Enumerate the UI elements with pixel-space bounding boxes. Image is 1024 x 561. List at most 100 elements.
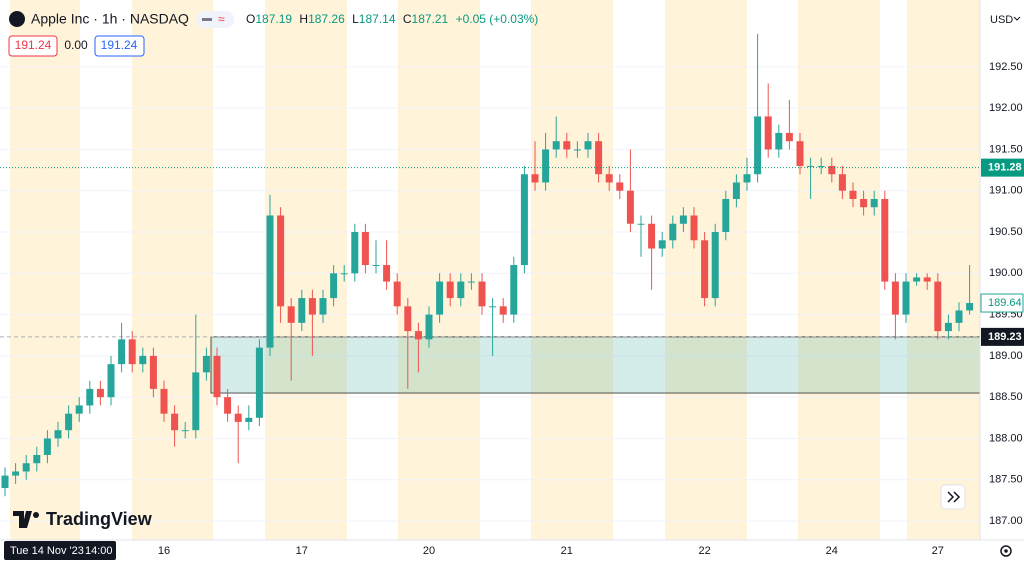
x-tick-label: 17 bbox=[296, 545, 308, 557]
indicator-value: 0.00 bbox=[64, 38, 88, 52]
candle-body bbox=[563, 141, 571, 150]
candle-body bbox=[436, 281, 444, 315]
brand-logo bbox=[13, 511, 32, 528]
indicator-box[interactable] bbox=[8, 35, 58, 57]
candle-body bbox=[22, 463, 30, 472]
candle-body bbox=[542, 149, 550, 183]
candle-body bbox=[584, 141, 592, 150]
x-tick-label: 22 bbox=[698, 545, 710, 557]
candle-body bbox=[160, 388, 168, 414]
candle-body bbox=[605, 174, 613, 183]
candle-body bbox=[828, 165, 836, 175]
indicator-box[interactable] bbox=[94, 35, 145, 57]
stripe bbox=[907, 0, 980, 540]
candle-body bbox=[224, 397, 232, 414]
candle-body bbox=[118, 339, 126, 365]
candle-body bbox=[807, 165, 815, 167]
candle-body bbox=[298, 298, 306, 323]
x-tick-label: 16 bbox=[158, 545, 170, 557]
x-tick-label: 27 bbox=[932, 545, 944, 557]
candle-body bbox=[658, 240, 666, 249]
candle-body bbox=[96, 388, 104, 398]
candle-body bbox=[139, 355, 147, 365]
candle-body bbox=[849, 190, 857, 199]
candle-body bbox=[86, 388, 94, 406]
candle-body bbox=[33, 454, 41, 464]
candle-body bbox=[319, 298, 327, 315]
ohlc-legend: O187.19 H187.26 L187.14 C187.21 +0.05 (+… bbox=[246, 12, 538, 26]
settings-icon bbox=[1004, 549, 1008, 553]
price-tag bbox=[981, 158, 1024, 177]
candle-body bbox=[287, 306, 295, 323]
legend-change: +0.05 (+0.03%) bbox=[456, 12, 539, 26]
candle-body bbox=[351, 232, 359, 274]
candle-body bbox=[860, 198, 868, 208]
candle-body bbox=[277, 215, 285, 307]
candle-body bbox=[489, 306, 497, 308]
candle-body bbox=[531, 174, 539, 183]
candle-body bbox=[722, 198, 730, 233]
y-tick-label: 192.50 bbox=[989, 61, 1023, 73]
level-tag-label: 189.23 bbox=[988, 331, 1022, 343]
price-tag-label: 191.28 bbox=[988, 162, 1022, 174]
candle-body bbox=[75, 405, 83, 414]
candle-body bbox=[637, 223, 645, 225]
candle-body bbox=[701, 240, 709, 299]
candle-body bbox=[955, 310, 963, 323]
candle-body bbox=[149, 355, 157, 389]
y-tick-label: 190.50 bbox=[989, 226, 1023, 238]
candle-body bbox=[626, 190, 634, 224]
candle-body bbox=[838, 174, 846, 191]
stripe bbox=[798, 0, 880, 540]
candle-body bbox=[65, 413, 73, 431]
candle-body bbox=[372, 265, 380, 267]
candle-body bbox=[361, 232, 369, 266]
x-tick-label: 24 bbox=[826, 545, 838, 557]
stripe bbox=[398, 0, 480, 540]
crosshair-time: 14:00 bbox=[85, 545, 113, 557]
candle-body bbox=[499, 306, 507, 315]
candle-body bbox=[43, 438, 51, 455]
toggle-icon bbox=[202, 18, 212, 21]
candle-body bbox=[785, 132, 793, 142]
candle-body bbox=[679, 215, 687, 224]
candle-body bbox=[340, 273, 348, 275]
grid bbox=[0, 66, 980, 522]
symbol-logo[interactable] bbox=[9, 11, 25, 27]
candle-body bbox=[669, 223, 677, 241]
candle-body bbox=[266, 215, 274, 348]
last-price-label: 189.64 bbox=[988, 297, 1022, 309]
candle-body bbox=[510, 265, 518, 315]
candle-body bbox=[1, 475, 9, 488]
level-tag bbox=[981, 327, 1024, 346]
y-tick-label: 187.00 bbox=[989, 515, 1023, 527]
indicator-value: 191.24 bbox=[101, 38, 138, 52]
legend-value: 187.21 bbox=[412, 12, 449, 26]
stripe bbox=[531, 0, 613, 540]
candle-body bbox=[383, 265, 391, 282]
candle-body bbox=[308, 298, 316, 315]
currency[interactable]: USD bbox=[990, 14, 1013, 26]
candle-body bbox=[12, 471, 20, 476]
settings-button[interactable] bbox=[1000, 545, 1012, 557]
y-tick-label: 191.50 bbox=[989, 143, 1023, 155]
candle-body bbox=[181, 430, 189, 432]
candle-body bbox=[711, 232, 719, 299]
candles bbox=[1, 33, 974, 497]
y-tick-label: 192.00 bbox=[989, 102, 1023, 114]
legend-key: O bbox=[246, 12, 255, 26]
candle-body bbox=[213, 355, 221, 398]
candle-body bbox=[902, 281, 910, 315]
crosshair-date: Tue 14 Nov '23 bbox=[10, 545, 84, 557]
candle-body bbox=[234, 413, 242, 422]
candle-body bbox=[446, 281, 454, 299]
candle-body bbox=[595, 141, 603, 175]
last-price-tag bbox=[980, 293, 1024, 313]
toggle-pill[interactable] bbox=[196, 11, 234, 28]
candle-body bbox=[944, 322, 952, 332]
candle-body bbox=[881, 198, 889, 282]
stripe bbox=[132, 0, 213, 540]
symbol-title[interactable]: Apple Inc · 1h · NASDAQ bbox=[31, 11, 189, 27]
